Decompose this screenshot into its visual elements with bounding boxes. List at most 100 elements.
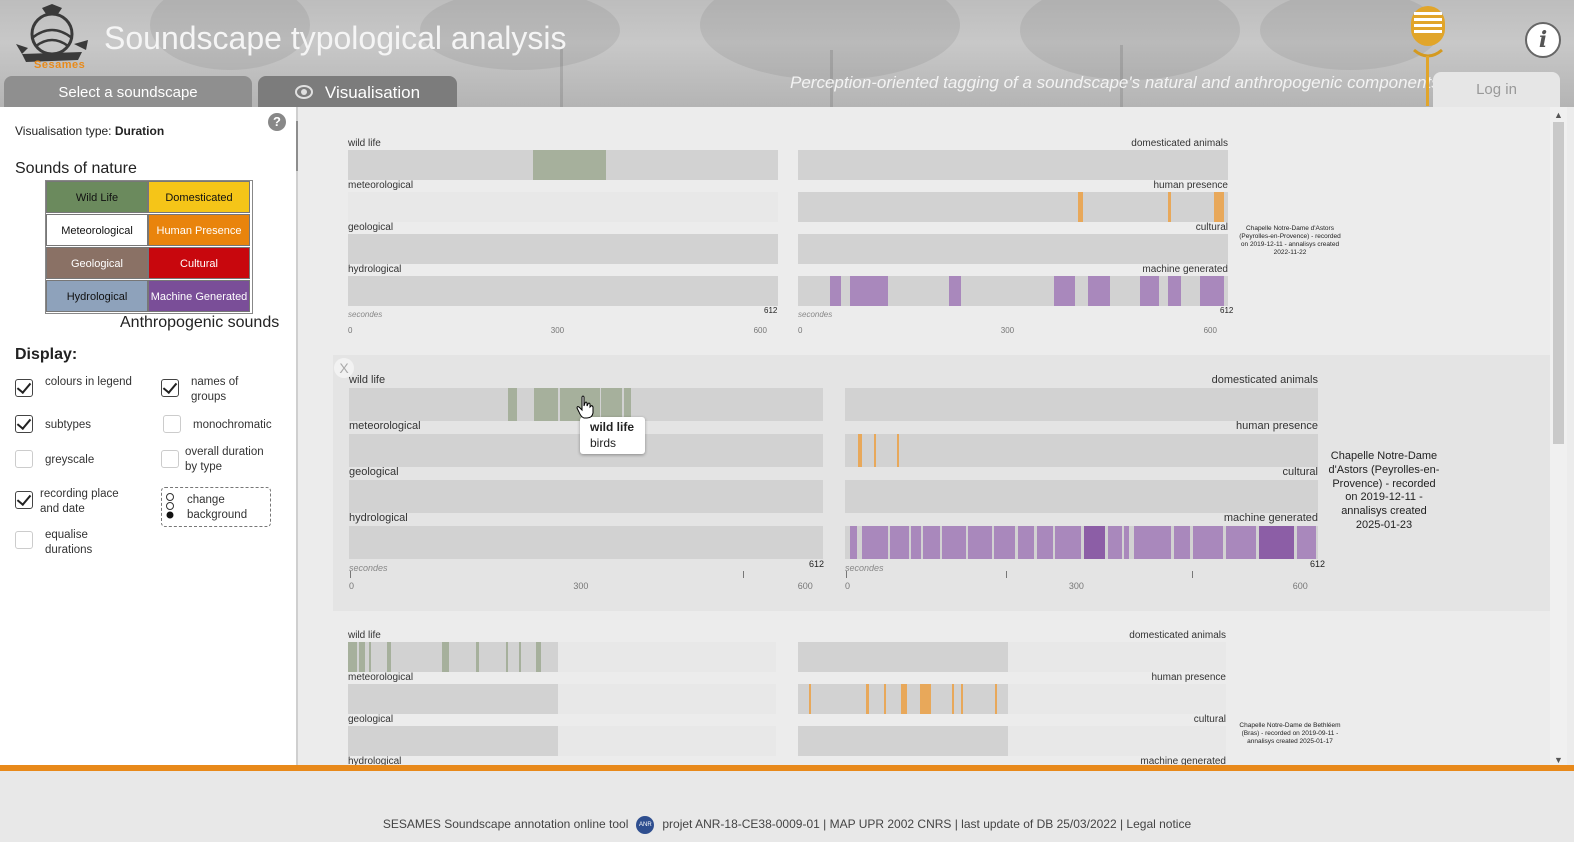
tab-visualisation[interactable]: Visualisation	[258, 76, 457, 107]
duration-track[interactable]	[798, 234, 1228, 264]
annotation-segment[interactable]	[900, 684, 908, 714]
annotation-segment[interactable]	[1107, 526, 1122, 559]
colours-in-legend-checkbox[interactable]	[15, 379, 33, 397]
legend-meteorological[interactable]: Meteorological	[46, 214, 148, 246]
anr-logo-icon[interactable]: ANR	[636, 816, 655, 834]
legend-hydrological[interactable]: Hydrological	[46, 280, 148, 312]
annotation-segment[interactable]	[861, 526, 888, 559]
duration-track[interactable]	[798, 150, 1228, 180]
recording-place-checkbox[interactable]	[15, 491, 33, 509]
annotation-segment[interactable]	[923, 526, 940, 559]
help-button[interactable]: ?	[268, 113, 286, 131]
annotation-segment[interactable]	[1192, 526, 1224, 559]
annotation-segment[interactable]	[952, 684, 955, 714]
login-button[interactable]: Log in	[1433, 72, 1560, 107]
annotation-segment[interactable]	[556, 684, 558, 714]
scroll-up-icon[interactable]: ▲	[1554, 110, 1563, 120]
annotation-segment[interactable]	[897, 434, 900, 467]
annotation-segment[interactable]	[1083, 526, 1106, 559]
annotation-segment[interactable]	[532, 150, 606, 180]
annotation-segment[interactable]	[1139, 276, 1160, 306]
remove-panel-button[interactable]: X	[334, 358, 354, 378]
annotation-segment[interactable]	[1258, 526, 1295, 559]
duration-track[interactable]	[845, 388, 1318, 421]
tab-select-soundscape[interactable]: Select a soundscape	[4, 76, 252, 107]
annotation-segment[interactable]	[601, 388, 622, 421]
annotation-segment[interactable]	[348, 642, 357, 672]
annotation-segment[interactable]	[889, 526, 909, 559]
annotation-segment[interactable]	[922, 684, 931, 714]
annotation-segment[interactable]	[967, 526, 992, 559]
legend-cultural[interactable]: Cultural	[148, 247, 250, 279]
duration-track[interactable]	[349, 480, 823, 513]
annotation-segment[interactable]	[1167, 276, 1181, 306]
duration-track[interactable]	[348, 276, 778, 306]
annotation-segment[interactable]	[369, 642, 372, 672]
subtypes-checkbox[interactable]	[15, 415, 33, 433]
annotation-segment[interactable]	[533, 388, 558, 421]
sesames-logo[interactable]	[12, 4, 92, 72]
annotation-segment[interactable]	[623, 388, 632, 421]
annotation-segment[interactable]	[830, 276, 841, 306]
duration-track[interactable]	[348, 234, 778, 264]
duration-track[interactable]	[348, 192, 778, 222]
annotation-segment[interactable]	[941, 526, 966, 559]
annotation-segment[interactable]	[476, 642, 479, 672]
scrollbar-thumb[interactable]	[1553, 122, 1564, 444]
annotation-segment[interactable]	[1088, 276, 1110, 306]
legend-geological[interactable]: Geological	[46, 247, 148, 279]
duration-track[interactable]	[845, 480, 1318, 513]
legend-wild-life[interactable]: Wild Life	[46, 181, 148, 213]
annotation-segment[interactable]	[1296, 526, 1316, 559]
annotation-segment[interactable]	[1053, 276, 1076, 306]
monochromatic-checkbox[interactable]	[163, 415, 181, 433]
names-of-groups-checkbox[interactable]	[161, 379, 179, 397]
legend-machine-generated[interactable]: Machine Generated	[148, 280, 250, 312]
annotation-segment[interactable]	[919, 684, 923, 714]
annotation-segment[interactable]	[386, 642, 391, 672]
annotation-segment[interactable]	[442, 642, 449, 672]
annotation-segment[interactable]	[507, 388, 518, 421]
annotation-segment[interactable]	[849, 276, 889, 306]
annotation-segment[interactable]	[1173, 526, 1191, 559]
annotation-segment[interactable]	[1200, 276, 1224, 306]
annotation-segment[interactable]	[1077, 192, 1083, 222]
duration-track[interactable]	[349, 526, 823, 559]
scroll-down-icon[interactable]: ▼	[1554, 755, 1563, 765]
annotation-segment[interactable]	[911, 526, 921, 559]
greyscale-checkbox[interactable]	[15, 450, 33, 468]
annotation-segment[interactable]	[808, 684, 811, 714]
annotation-segment[interactable]	[1055, 526, 1082, 559]
overall-duration-checkbox[interactable]	[161, 450, 179, 468]
annotation-segment[interactable]	[348, 684, 430, 714]
annotation-segment[interactable]	[1214, 192, 1224, 222]
annotation-segment[interactable]	[960, 684, 963, 714]
annotation-segment[interactable]	[1017, 526, 1035, 559]
annotation-segment[interactable]	[1036, 526, 1054, 559]
annotation-segment[interactable]	[948, 276, 962, 306]
annotation-segment[interactable]	[866, 684, 869, 714]
duration-track[interactable]	[798, 192, 1228, 222]
annotation-segment[interactable]	[1133, 526, 1172, 559]
annotation-segment[interactable]	[858, 434, 863, 467]
equalise-durations-checkbox[interactable]	[15, 531, 33, 549]
annotation-segment[interactable]	[993, 526, 1016, 559]
annotation-segment[interactable]	[358, 642, 366, 672]
annotation-segment[interactable]	[1124, 526, 1129, 559]
annotation-segment[interactable]	[883, 684, 886, 714]
annotation-segment[interactable]	[994, 684, 997, 714]
footer-links[interactable]: projet ANR-18-CE38-0009-01 | MAP UPR 200…	[662, 817, 1192, 832]
info-button[interactable]: i	[1525, 22, 1561, 58]
legend-domesticated-animals[interactable]: Domesticated Animals	[148, 181, 250, 236]
annotation-segment[interactable]	[506, 642, 509, 672]
annotation-segment[interactable]	[1225, 526, 1257, 559]
annotation-segment[interactable]	[519, 642, 522, 672]
annotation-segment[interactable]	[463, 684, 528, 714]
annotation-segment[interactable]	[874, 434, 877, 467]
annotation-segment[interactable]	[1167, 192, 1172, 222]
legend-human-presence[interactable]: Human Presence	[148, 214, 250, 246]
annotation-segment[interactable]	[536, 642, 541, 672]
annotation-segment[interactable]	[559, 388, 601, 421]
duration-track[interactable]	[845, 434, 1318, 467]
annotation-segment[interactable]	[849, 526, 857, 559]
